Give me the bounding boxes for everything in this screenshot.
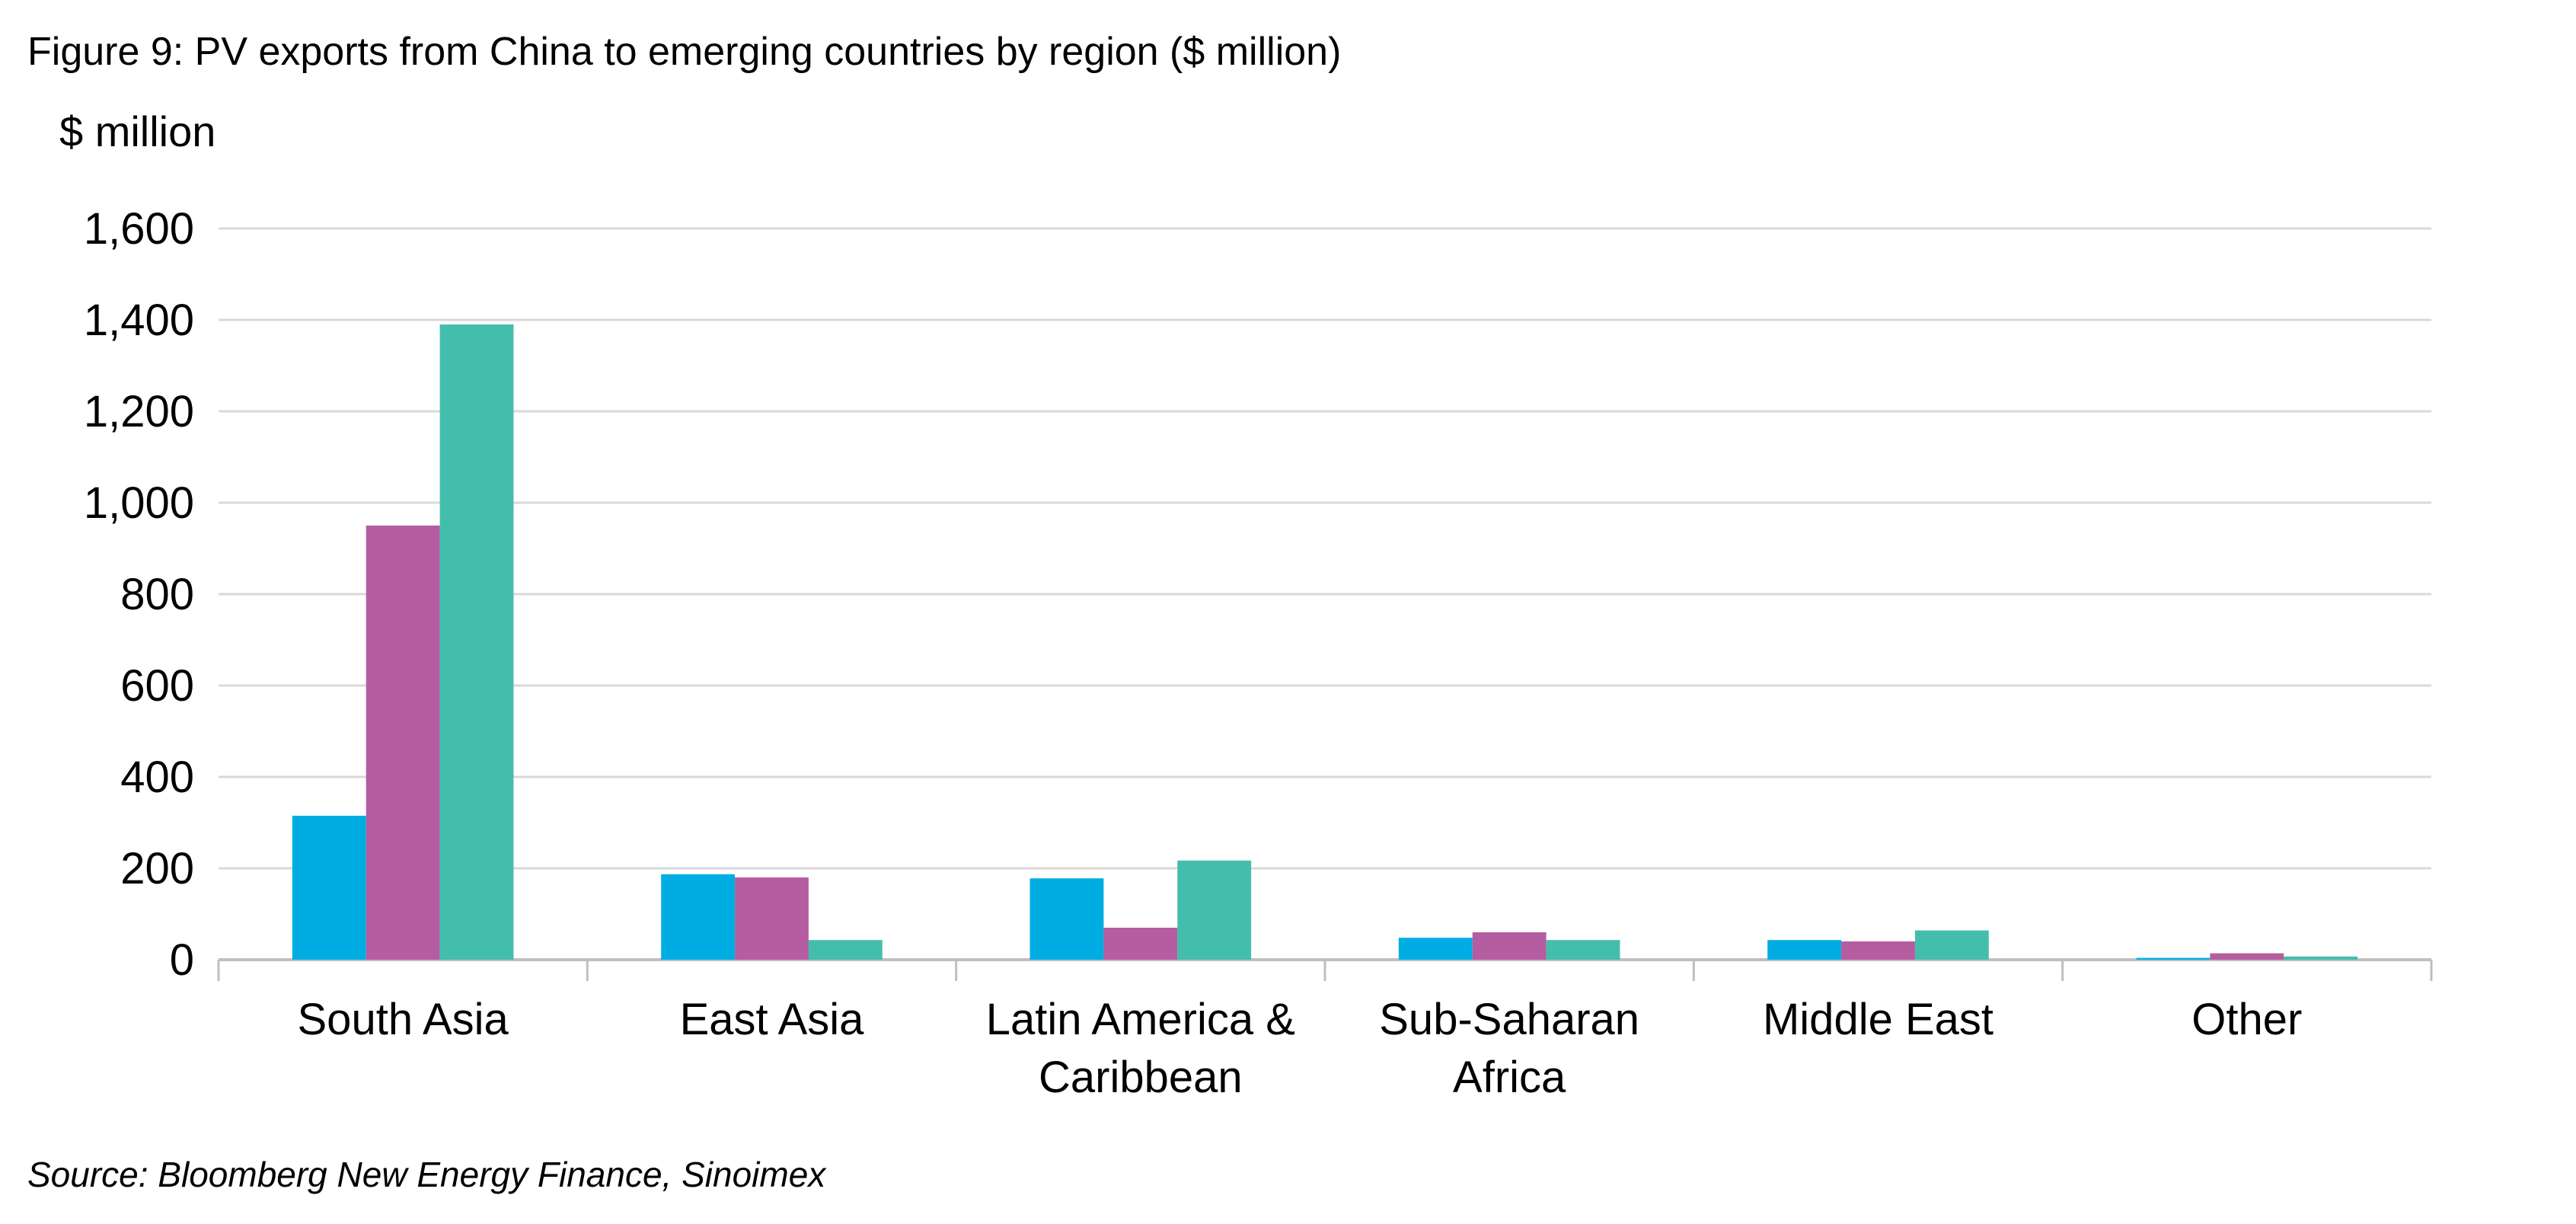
- bar: [1472, 932, 1547, 960]
- bar: [365, 526, 440, 960]
- bar: [2136, 957, 2211, 960]
- y-tick-label: 200: [120, 844, 194, 893]
- bar: [292, 816, 366, 960]
- source-note: Source: Bloomberg New Energy Finance, Si…: [27, 1155, 826, 1194]
- category-label: Latin America & Caribbean: [986, 995, 1295, 1102]
- category-label: East Asia: [680, 995, 865, 1044]
- y-axis-label: $ million: [59, 107, 216, 155]
- category-label: Other: [2191, 995, 2302, 1044]
- bar: [808, 940, 883, 960]
- y-tick-label: 400: [120, 753, 194, 802]
- bar: [2284, 956, 2358, 960]
- bar: [1841, 941, 1915, 960]
- chart-title: Figure 9: PV exports from China to emerg…: [27, 30, 1342, 74]
- y-tick-label: 0: [170, 935, 194, 985]
- category-label: Sub-Saharan Africa: [1379, 995, 1639, 1102]
- bar: [661, 874, 736, 960]
- category-label: South Asia: [298, 995, 509, 1044]
- bar: [1103, 928, 1178, 960]
- y-tick-label: 1,600: [84, 204, 194, 254]
- y-tick-label: 1,000: [84, 478, 194, 528]
- bar: [1029, 878, 1104, 960]
- y-tick-label: 800: [120, 570, 194, 619]
- y-tick-label: 1,200: [84, 387, 194, 436]
- bar: [2210, 953, 2284, 960]
- bar: [1767, 940, 1842, 960]
- bar: [735, 877, 809, 960]
- bar: [439, 324, 514, 960]
- bar: [1546, 940, 1620, 960]
- bar: [1177, 860, 1252, 960]
- y-tick-label: 1,400: [84, 296, 194, 345]
- y-tick-label: 600: [120, 661, 194, 711]
- category-label: Middle East: [1763, 995, 1993, 1044]
- bar: [1914, 930, 1989, 960]
- bar: [1398, 938, 1473, 960]
